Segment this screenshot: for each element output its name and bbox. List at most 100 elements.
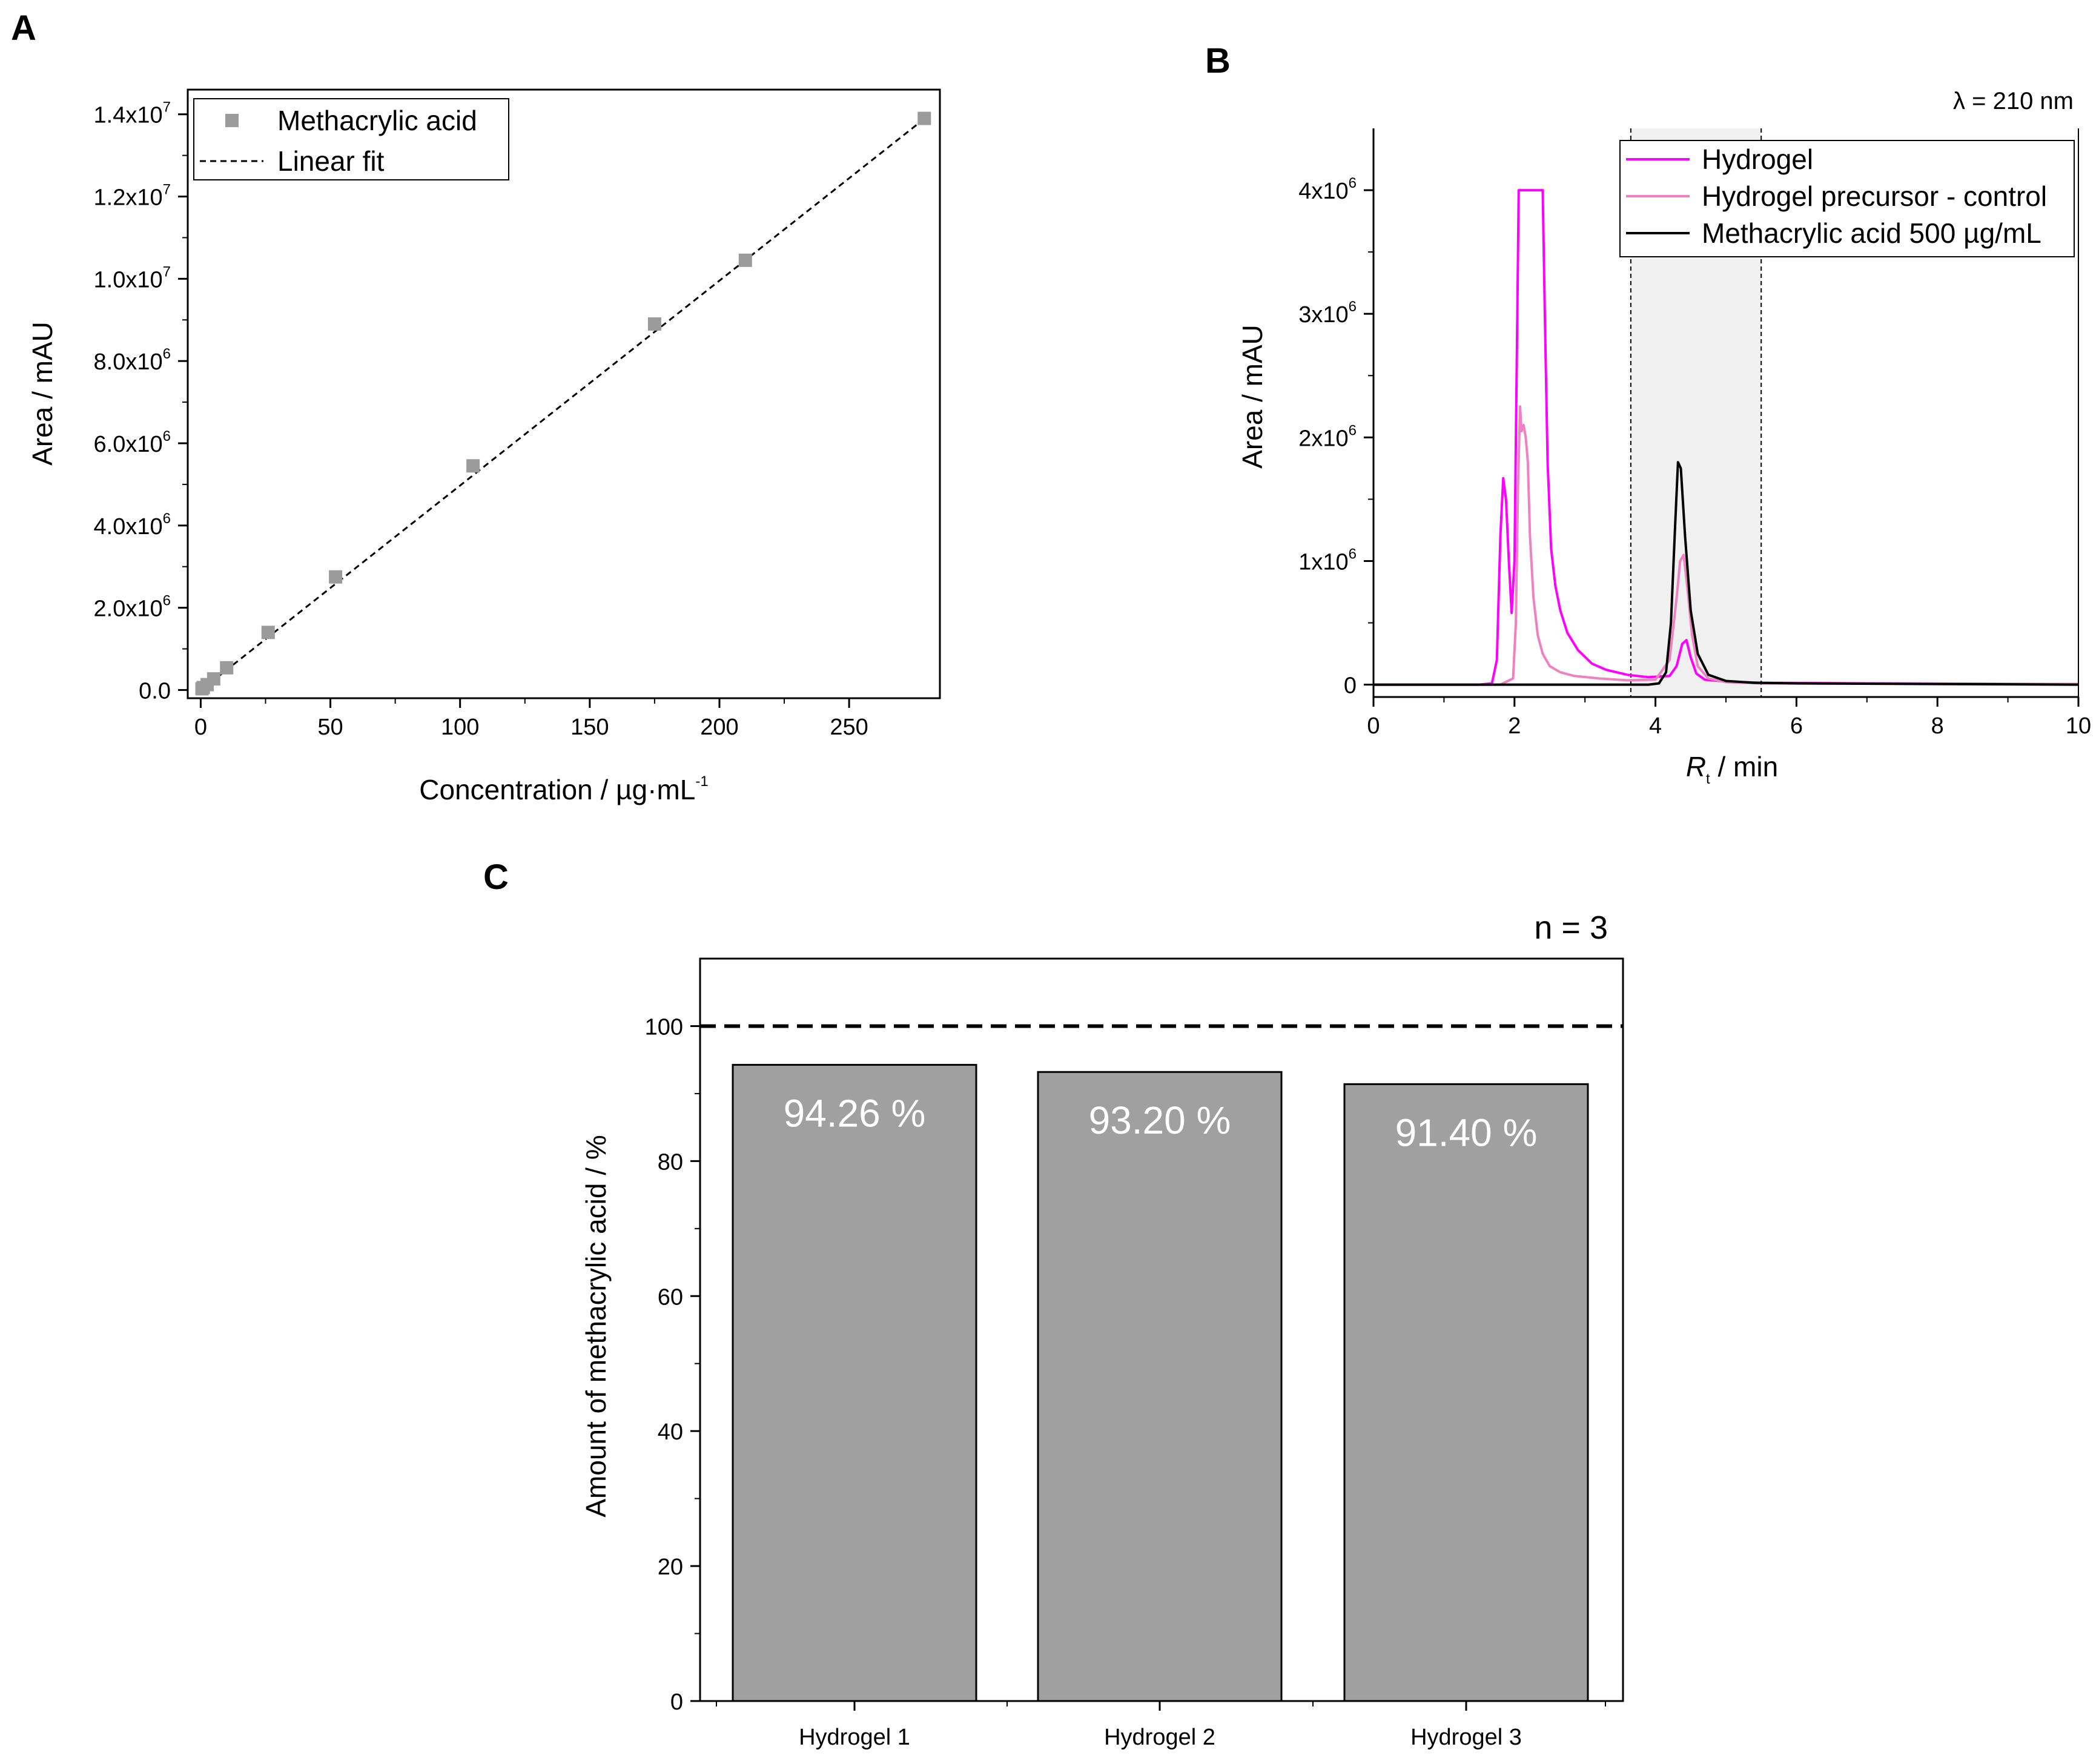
chart-a-y-tick-label-mantissa: 1.2x10 — [94, 185, 163, 211]
chart-a-x-tick-label: 250 — [830, 715, 868, 740]
chart-b-y-tick-label: 1x106 — [1298, 546, 1357, 575]
chart-b-y-tick-label-mantissa: 1x10 — [1298, 549, 1348, 575]
chart-a-y-tick-label-exponent: 6 — [163, 510, 171, 527]
chart-c-y-title: Amount of methacrylic acid / % — [580, 1135, 612, 1517]
chart-b-plot — [1373, 189, 2079, 686]
chart-c-bars: 94.26 % 93.20 % 91.40 % — [732, 1063, 1589, 1702]
chart-c-y-tick-label: 60 — [658, 1284, 683, 1310]
chart-a-y-tick-label-mantissa: 4.0x10 — [94, 514, 163, 540]
chart-a-x-ticks: 0 50 100 150 200 250 — [194, 698, 868, 740]
chart-c-bar-label: 93.20 % — [1089, 1098, 1231, 1142]
chart-a-point — [466, 459, 480, 473]
chart-b-y-tick-label: 2x106 — [1298, 422, 1357, 451]
chart-a-y-title: Area / mAU — [27, 322, 58, 466]
chart-b-legend-box — [1619, 140, 2075, 257]
panel-label-c: C — [483, 857, 509, 897]
chart-c-bar-label: 91.40 % — [1395, 1111, 1538, 1154]
chart-c-y-ticks: 0 20 40 60 80 100 — [645, 1014, 700, 1715]
chart-a-y-tick-label: 6.0x106 — [94, 428, 171, 457]
chart-c-y-tick-label: 0 — [670, 1690, 683, 1715]
chart-a-x-title-main: Concentration / µg·mL — [419, 774, 695, 805]
chart-a-y-tick-label: 1.0x107 — [94, 263, 171, 292]
chart-b-x-tick-label: 2 — [1508, 713, 1521, 739]
chart-a-legend-marker — [225, 114, 239, 127]
chart-a-legend: Methacrylic acid Linear fit — [193, 98, 509, 180]
chart-b-x-ticks: 0 2 4 6 8 10 — [1367, 697, 2091, 739]
chart-a-y-tick-label: 8.0x106 — [94, 346, 171, 375]
chart-a-y-tick-label-exponent: 6 — [163, 428, 171, 444]
chart-c-y-tick-label: 20 — [658, 1554, 683, 1580]
chart-a-x-tick-label: 200 — [700, 715, 738, 740]
chart-c-bar-label: 94.26 % — [784, 1091, 926, 1135]
chart-a-point — [917, 111, 931, 125]
chart-a-legend-label-1: Linear fit — [277, 145, 385, 177]
chart-a-y-tick-label-mantissa: 8.0x10 — [94, 349, 163, 375]
chart-a-y-tick-label-mantissa: 1.0x10 — [94, 267, 163, 292]
chart-a-y-tick-label-mantissa: 0.0 — [139, 678, 171, 704]
chart-a-x-tick-label: 50 — [317, 715, 343, 740]
chart-a-point — [329, 570, 343, 584]
chart-a-y-tick-label: 0.0 — [139, 678, 171, 704]
chart-c-bar — [732, 1063, 977, 1702]
chart-b-y-tick-label-mantissa: 0 — [1344, 673, 1357, 699]
chart-b-series-line-1 — [1373, 405, 2079, 686]
chart-a-fit-line — [200, 116, 928, 692]
chart-c-y-tick-label: 80 — [658, 1149, 683, 1175]
chart-a-x-title: Concentration / µg·mL-1 — [419, 773, 708, 805]
chart-a-y-tick-label-mantissa: 2.0x10 — [94, 596, 163, 622]
chart-b-x-title: Rt / min — [1686, 751, 1778, 787]
chart-a-y-tick-label: 1.2x107 — [94, 182, 171, 211]
chart-b-wavelength-annotation: λ = 210 nm — [1953, 88, 2074, 114]
chart-a-x-tick-label: 100 — [441, 715, 479, 740]
chart-c-x-ticks: Hydrogel 1 Hydrogel 2 Hydrogel 3 — [716, 1701, 1606, 1750]
chart-a-point — [261, 626, 275, 639]
chart-b-legend: Hydrogel Hydrogel precursor - control Me… — [1619, 140, 2075, 257]
chart-a-point — [647, 317, 661, 331]
chart-a: 0 50 100 150 200 250 0.02.0x1064.0x1066.0x106… — [27, 88, 941, 805]
chart-a-x-title-sup: -1 — [695, 773, 708, 790]
chart-b-y-tick-label: 3x106 — [1298, 299, 1357, 328]
panel-label-a: A — [11, 8, 36, 48]
chart-b-y-tick-label-mantissa: 4x10 — [1298, 179, 1348, 204]
chart-a-y-tick-label-mantissa: 6.0x10 — [94, 432, 163, 457]
chart-c-x-tick-label: Hydrogel 1 — [799, 1725, 910, 1750]
chart-c-frame — [699, 957, 1624, 1702]
chart-b-y-tick-label: 0 — [1344, 673, 1357, 699]
chart-a-point — [738, 253, 752, 267]
chart-b-series-line-2 — [1373, 461, 2079, 686]
chart-a-x-tick-label: 0 — [194, 715, 207, 740]
chart-a-legend-label-0: Methacrylic acid — [277, 105, 477, 136]
chart-b-x-tick-label: 10 — [2066, 713, 2091, 739]
chart-a-y-tick-label-exponent: 7 — [163, 182, 171, 198]
chart-a-y-tick-label: 1.4x107 — [94, 99, 171, 128]
chart-b-legend-label-1: Hydrogel precursor - control — [1702, 180, 2047, 212]
chart-a-point — [220, 661, 234, 675]
chart-c-bar — [1343, 1083, 1589, 1702]
chart-b-y-tick-label: 4x106 — [1298, 175, 1357, 204]
chart-a-y-tick-label-exponent: 6 — [163, 593, 171, 609]
chart-a-y-tick-label-exponent: 7 — [163, 263, 171, 280]
chart-a-y-tick-label: 2.0x106 — [94, 593, 171, 622]
chart-c: 94.26 % 93.20 % 91.40 % 0 20 40 60 80 100 Hydro… — [580, 910, 1624, 1750]
chart-a-point — [207, 672, 220, 686]
chart-b-legend-label-2: Methacrylic acid 500 µg/mL — [1702, 217, 2041, 249]
chart-a-x-tick-label: 150 — [570, 715, 609, 740]
chart-c-x-tick-label: Hydrogel 3 — [1410, 1725, 1522, 1750]
chart-a-plot — [195, 111, 931, 696]
chart-b-legend-label-0: Hydrogel — [1702, 144, 1813, 175]
chart-a-y-tick-label: 4.0x106 — [94, 510, 171, 540]
chart-c-x-tick-label: Hydrogel 2 — [1104, 1725, 1215, 1750]
chart-b-y-tick-label-exponent: 6 — [1349, 546, 1357, 562]
chart-b-x-tick-label: 6 — [1790, 713, 1803, 739]
chart-c-y-tick-label: 100 — [645, 1014, 683, 1040]
chart-b-y-tick-label-exponent: 6 — [1349, 299, 1357, 315]
chart-b-x-tick-label: 4 — [1649, 713, 1662, 739]
chart-a-y-tick-label-exponent: 6 — [163, 346, 171, 362]
chart-b-x-title-rest: / min — [1710, 751, 1778, 782]
chart-c-y-tick-label: 40 — [658, 1419, 683, 1445]
chart-b-x-tick-label: 0 — [1367, 713, 1380, 739]
chart-c-bar — [1037, 1071, 1283, 1702]
